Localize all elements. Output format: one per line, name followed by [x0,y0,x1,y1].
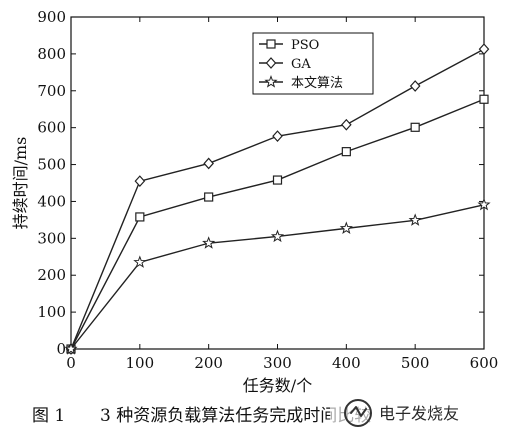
legend-label: 本文算法 [291,76,343,91]
x-tick-label: 100 [126,354,155,372]
y-tick-label: 100 [37,303,66,321]
data-point [341,118,352,131]
data-point [478,43,490,55]
data-point [341,147,351,157]
data-point [410,122,420,132]
data-point [272,130,283,143]
series-1 [65,43,490,355]
legend: PSO GA 本文算法 [252,32,374,95]
caption-figure-number: 图 1 [32,406,65,426]
data-point [409,80,421,92]
x-tick-label: 0 [66,354,76,372]
y-tick-label: 600 [37,119,66,137]
legend-marker [264,75,278,88]
legend-item: GA [259,57,311,72]
legend-item: 本文算法 [259,75,343,91]
watermark-text: 电子发烧友 [379,404,459,423]
data-point [270,229,285,243]
y-tick-label: 200 [37,266,66,284]
axis-ticks: 0 100 200 300 400 500 600 0 100 200 300 400 500 600 70… [37,8,498,372]
data-point [339,221,353,234]
x-tick-label: 500 [401,354,430,372]
series-2 [64,197,491,355]
data-point [477,197,491,211]
y-tick-label: 800 [37,45,66,63]
y-tick-label: 900 [37,8,66,26]
watermark-backdrop [330,396,503,430]
data-point [135,212,145,222]
watermark-logo-icon [344,399,372,427]
x-tick-label: 300 [263,354,292,372]
x-axis-title: 任务数/个 [243,376,312,395]
y-tick-label: 300 [37,229,66,247]
series-lines [64,43,491,355]
data-point [408,213,422,226]
figure-caption: 图 1 3 种资源负载算法任务完成时间比较 [32,406,371,426]
legend-label: PSO [291,38,319,53]
legend-marker [265,57,277,69]
data-point [202,236,216,249]
legend-marker [266,39,276,49]
legend-item: PSO [259,38,319,53]
data-point [64,342,78,355]
series-line [70,204,485,350]
legend-label: GA [291,57,311,72]
watermark: 电子发烧友 [330,396,503,430]
data-point [272,175,283,185]
y-tick-label: 0 [56,340,66,358]
data-point [203,157,214,170]
series-0 [66,94,489,354]
y-tick-label: 400 [37,192,66,210]
x-tick-label: 200 [194,354,223,372]
x-tick-label: 400 [332,354,361,372]
x-tick-label: 600 [470,354,499,372]
data-point [133,255,147,268]
data-point [134,175,146,188]
data-point [479,94,489,104]
y-axis-title: 持续时间/ms [11,137,30,230]
y-tick-label: 700 [37,82,66,100]
caption-text: 3 种资源负载算法任务完成时间比较 [100,406,371,426]
y-tick-label: 500 [37,156,66,174]
axis-labels: 任务数/个 持续时间/ms [11,137,312,395]
data-point [204,192,214,202]
